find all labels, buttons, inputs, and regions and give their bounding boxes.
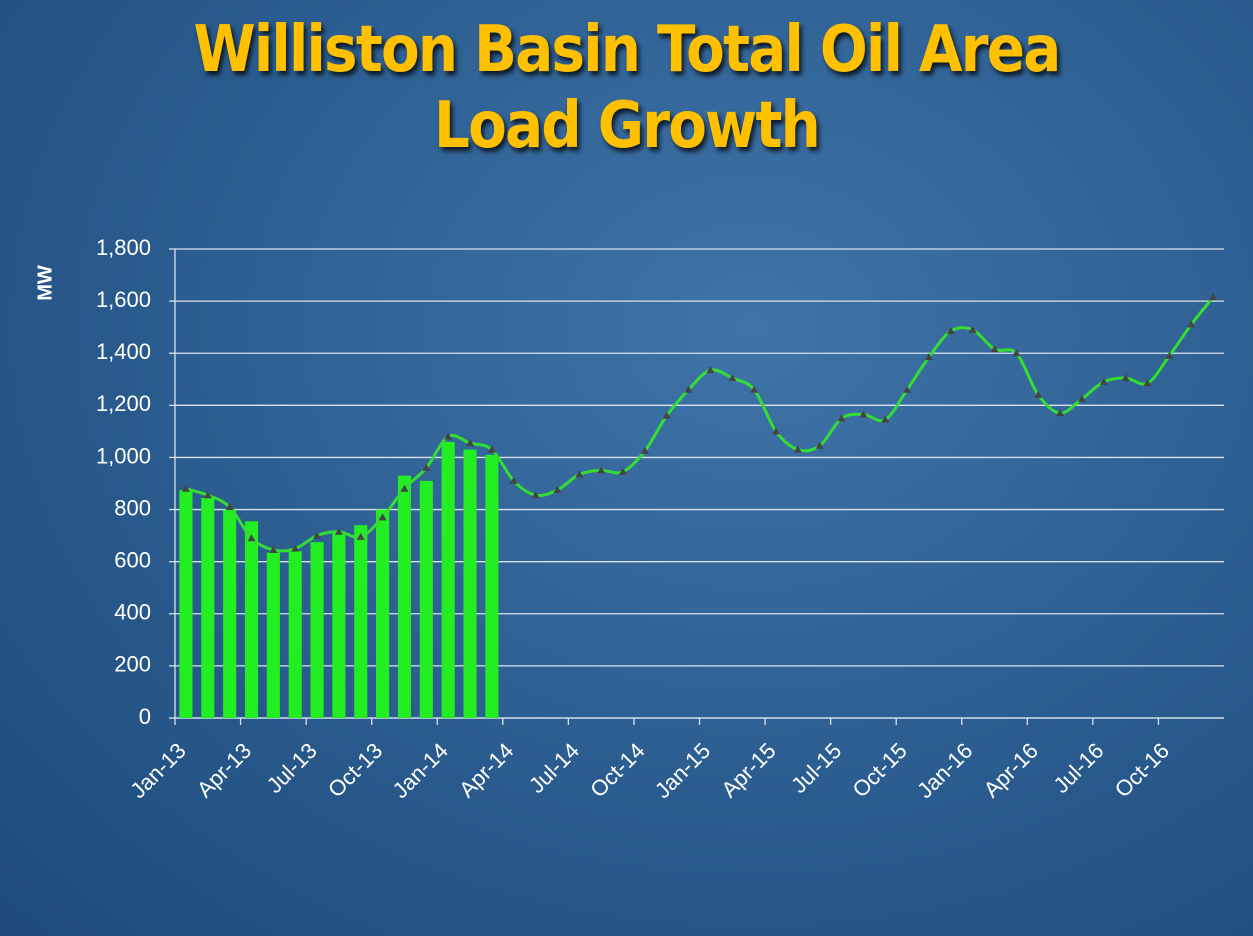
marker (422, 463, 431, 471)
x-tick-label: Oct-13 (323, 738, 387, 802)
y-tick-label: 1,200 (96, 391, 151, 416)
marker (990, 345, 999, 353)
y-tick-label: 200 (114, 652, 151, 677)
marker (466, 439, 475, 447)
marker (1099, 377, 1108, 385)
marker (837, 414, 846, 422)
marker (356, 532, 365, 540)
bar (376, 509, 390, 718)
bar (266, 552, 280, 718)
bar (485, 454, 499, 718)
marker (706, 366, 715, 374)
marker (597, 466, 606, 474)
marker (1209, 293, 1218, 301)
x-tick-label: Oct-16 (1110, 738, 1174, 802)
y-tick-label: 1,000 (96, 443, 151, 468)
x-tick-label: Jan-16 (912, 738, 977, 803)
y-tick-label: 1,400 (96, 339, 151, 364)
marker (1056, 409, 1065, 417)
x-tick-label: Jul-14 (524, 738, 584, 798)
x-tick-label: Apr-15 (716, 738, 780, 802)
y-tick-label: 600 (114, 547, 151, 572)
x-tick-label: Jul-15 (786, 738, 846, 798)
marker (924, 353, 933, 361)
marker (444, 432, 453, 440)
marker (968, 325, 977, 333)
x-tick-label: Jan-13 (125, 738, 190, 803)
marker (334, 527, 343, 535)
marker (662, 411, 671, 419)
marker (487, 445, 496, 453)
x-tick-label: Oct-14 (585, 738, 649, 802)
marker (1034, 390, 1043, 398)
y-tick-label: 800 (114, 495, 151, 520)
marker (531, 491, 540, 499)
marker (509, 476, 518, 484)
marker (1143, 379, 1152, 387)
marker (946, 327, 955, 335)
bar (354, 525, 368, 718)
marker (1012, 349, 1021, 357)
marker (553, 486, 562, 494)
bar (179, 490, 193, 718)
bar (288, 551, 302, 718)
bar (463, 449, 477, 718)
bar (310, 542, 324, 718)
marker (728, 373, 737, 381)
marker (881, 415, 890, 423)
marker (771, 427, 780, 435)
bar (223, 509, 237, 718)
bar (201, 497, 215, 718)
marker (181, 484, 190, 492)
marker (1077, 394, 1086, 402)
bar (244, 521, 259, 718)
marker (859, 410, 868, 418)
marker (1187, 320, 1196, 328)
marker (793, 445, 802, 453)
marker (619, 467, 628, 475)
marker (684, 385, 693, 393)
bar (441, 441, 455, 718)
bar (397, 475, 412, 718)
marker (291, 544, 300, 552)
x-tick-label: Oct-15 (847, 738, 911, 802)
x-tick-label: Apr-13 (192, 738, 256, 802)
line (185, 296, 1215, 553)
marker (269, 545, 278, 553)
y-tick-label: 0 (139, 704, 151, 729)
chart-title: Williston Basin Total Oil Area Load Grow… (193, 13, 1062, 163)
x-tick-label: Jul-16 (1048, 738, 1108, 798)
marker (575, 470, 584, 478)
marker (203, 491, 212, 499)
bar (332, 533, 346, 718)
x-tick-label: Jan-14 (388, 738, 453, 803)
y-tick-label: 1,800 (96, 235, 151, 260)
y-axis-label: MW (34, 265, 56, 301)
marker (225, 502, 234, 510)
marker (313, 531, 322, 539)
marker (815, 441, 824, 449)
x-tick-label: Jul-13 (262, 738, 322, 798)
marker (640, 446, 649, 454)
y-tick-label: 1,600 (96, 287, 151, 312)
x-tick-label: Apr-14 (454, 738, 518, 802)
x-tick-label: Jan-15 (650, 738, 715, 803)
marker (903, 385, 912, 393)
y-tick-label: 400 (114, 600, 151, 625)
marker (378, 513, 387, 521)
marker (1165, 351, 1174, 359)
marker (247, 534, 256, 542)
x-tick-label: Apr-16 (979, 738, 1043, 802)
marker (1121, 373, 1130, 381)
bar (419, 480, 433, 718)
marker (750, 385, 759, 393)
marker (400, 484, 409, 492)
